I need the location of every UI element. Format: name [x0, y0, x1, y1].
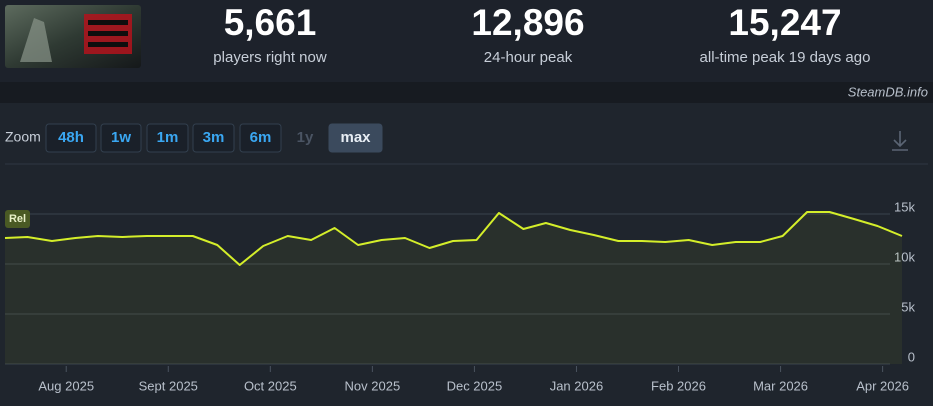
stat-value: 12,896 — [471, 2, 584, 43]
zoom-button[interactable]: 1w — [100, 123, 142, 153]
area-fill — [5, 212, 902, 364]
x-tick-label: Apr 2026 — [856, 378, 909, 393]
zoom-button[interactable]: 3m — [192, 123, 235, 153]
x-tick-label: Feb 2026 — [651, 378, 706, 393]
release-flag-bg — [5, 210, 30, 228]
y-tick-label: 0 — [908, 349, 915, 364]
game-thumbnail[interactable] — [5, 5, 141, 68]
zoom-button-label: 1w — [111, 129, 131, 146]
zoom-button-label: 1y — [297, 129, 314, 146]
x-tick-label: Dec 2025 — [447, 378, 503, 393]
x-tick-label: Sept 2025 — [139, 378, 198, 393]
y-tick-label: 10k — [894, 249, 915, 264]
y-tick-label: 5k — [901, 299, 915, 314]
zoom-button[interactable]: 6m — [239, 123, 282, 153]
stat-label: 24-hour peak — [484, 49, 573, 66]
x-tick-label: Nov 2025 — [345, 378, 401, 393]
stat-label: all-time peak 19 days ago — [700, 49, 871, 66]
x-tick-label: Jan 2026 — [550, 378, 604, 393]
header-bar — [0, 0, 933, 82]
x-tick-label: Oct 2025 — [244, 378, 297, 393]
zoom-button-label: 3m — [203, 129, 225, 146]
zoom-button[interactable]: 1m — [146, 123, 189, 153]
zoom-label: Zoom — [5, 129, 41, 145]
zoom-button-label: max — [340, 129, 371, 146]
download-icon[interactable] — [892, 131, 908, 151]
chart-panel — [0, 103, 933, 406]
plot: 0 5k 10k 15k Aug 2025 Sept 2025 Oct 2025 Nov 20… — [4, 199, 915, 393]
x-tick-label: Aug 2025 — [38, 378, 94, 393]
stat-label: players right now — [213, 49, 327, 66]
release-flag-label: Rel — [9, 213, 26, 225]
x-tick-label: Mar 2026 — [753, 378, 808, 393]
zoom-button[interactable]: max — [328, 123, 383, 153]
zoom-button-label: 48h — [58, 129, 84, 146]
zoom-button-label: 6m — [250, 129, 272, 146]
zoom-button: 1y — [297, 129, 314, 146]
zoom-button-label: 1m — [157, 129, 179, 146]
stat-value: 15,247 — [728, 2, 841, 43]
zoom-button[interactable]: 48h — [45, 123, 97, 153]
y-tick-label: 15k — [894, 199, 915, 214]
site-credit[interactable]: SteamDB.info — [848, 84, 928, 99]
player-line — [4, 211, 903, 266]
release-flag: Rel — [5, 210, 30, 228]
site-bar — [0, 82, 933, 103]
stat-value: 5,661 — [224, 2, 317, 43]
